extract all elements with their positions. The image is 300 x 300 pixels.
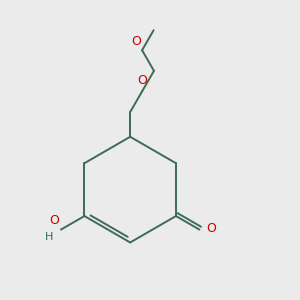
Text: O: O xyxy=(207,222,217,235)
Text: H: H xyxy=(45,232,54,242)
Text: O: O xyxy=(137,74,147,88)
Text: O: O xyxy=(50,214,59,227)
Text: O: O xyxy=(131,34,141,48)
